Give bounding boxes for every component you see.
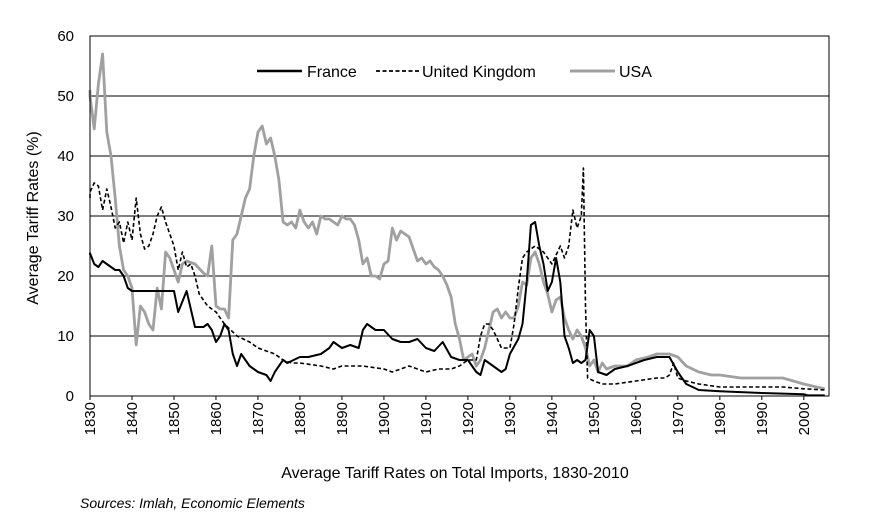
x-tick-label: 1830 [82, 402, 99, 435]
x-tick-label: 1930 [502, 402, 519, 435]
x-tick-label: 1910 [418, 402, 435, 435]
x-tick-label: 1870 [250, 402, 267, 435]
legend-label-usa: USA [619, 64, 652, 81]
x-tick-label: 1840 [124, 402, 141, 435]
y-tick-label: 60 [57, 28, 74, 45]
y-tick-labels: 0 10 20 30 40 50 60 [57, 28, 74, 405]
y-tick-label: 40 [57, 148, 74, 165]
plot-frame [89, 35, 830, 397]
y-tick-label: 30 [57, 208, 74, 225]
legend-label-united-kingdom: United Kingdom [422, 64, 536, 81]
x-tick-label: 1920 [460, 402, 477, 435]
x-tick-label: 1990 [754, 402, 771, 435]
x-tick-label: 1890 [334, 402, 351, 435]
x-tick-label: 2000 [796, 402, 813, 435]
x-tick-labels: 1830 1840 1850 1860 1870 1880 1890 1900 1910 1920… [82, 396, 813, 435]
x-tick-label: 1950 [586, 402, 603, 435]
y-tick-label: 10 [57, 328, 74, 345]
series-line-usa [88, 52, 826, 391]
series-line-france [89, 221, 825, 397]
legend: France United Kingdom USA [257, 64, 652, 81]
x-tick-label: 1850 [166, 402, 183, 435]
x-tick-label: 1860 [208, 402, 225, 435]
y-tick-label: 20 [57, 268, 74, 285]
source-note: Sources: Imlah, Economic Elements [80, 495, 305, 511]
x-axis-title: Average Tariff Rates on Total Imports, 1… [281, 465, 629, 482]
x-tick-label: 1970 [670, 402, 687, 435]
x-tick-label: 1960 [628, 402, 645, 435]
x-tick-label: 1900 [376, 402, 393, 435]
y-tick-label: 50 [57, 88, 74, 105]
series-lines [88, 52, 826, 397]
x-tick-label: 1940 [544, 402, 561, 435]
series-line-united-kingdom [89, 167, 825, 391]
x-tick-label: 1980 [712, 402, 729, 435]
x-tick-label: 1880 [292, 402, 309, 435]
legend-label-france: France [307, 64, 357, 81]
y-tick-label: 0 [66, 388, 74, 405]
y-axis-title: Average Tariff Rates (%) [25, 131, 42, 304]
